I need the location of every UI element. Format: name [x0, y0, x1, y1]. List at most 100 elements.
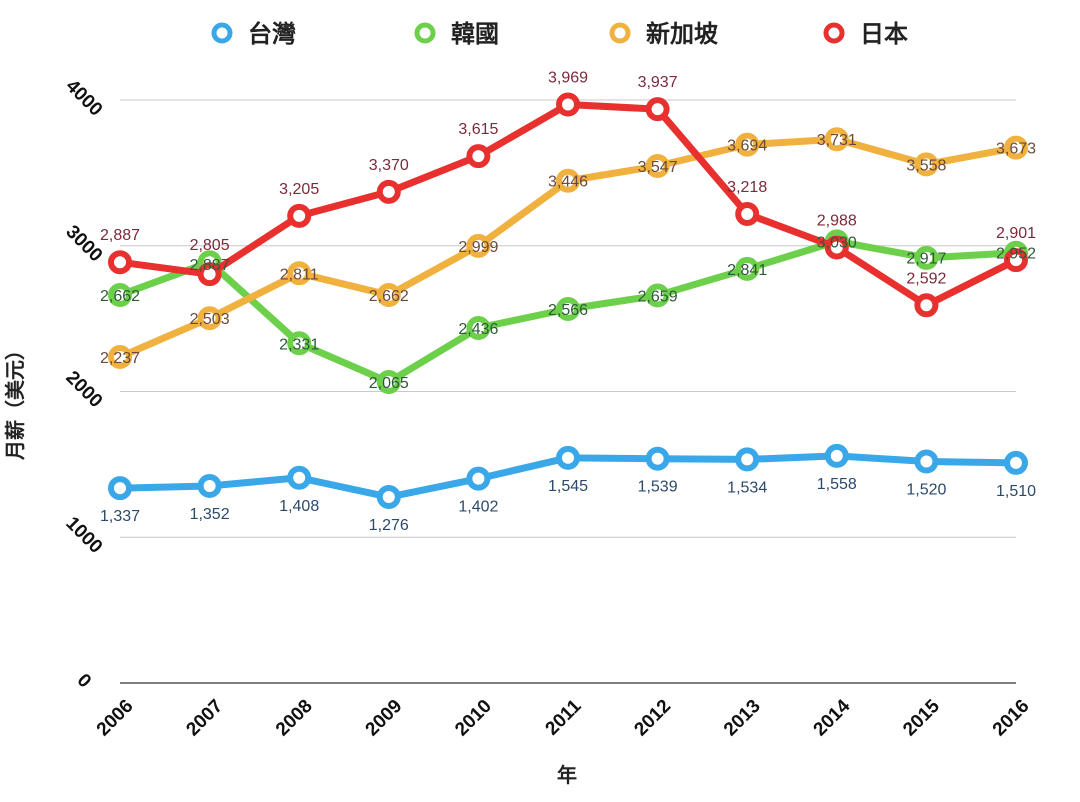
data-label: 3,615 [458, 121, 498, 138]
data-point [376, 179, 401, 204]
data-point [556, 92, 580, 117]
data-label: 1,276 [369, 517, 409, 534]
data-point [914, 245, 939, 270]
x-axis-ticks: 2006 2007 2008 2009 2010 2011 2012 2013 2014 2015… [93, 695, 1034, 740]
data-point [287, 331, 312, 356]
data-label: 2,999 [458, 239, 498, 256]
data-label: 3,218 [727, 179, 767, 196]
data-label: 1,545 [548, 478, 588, 495]
legend-label: 台灣 [248, 20, 296, 48]
x-tick-label: 2009 [362, 696, 407, 741]
series-line-3 [119, 101, 1018, 309]
data-point [1004, 450, 1028, 475]
x-tick-label: 2011 [542, 695, 586, 739]
data-label: 2,065 [369, 375, 409, 392]
data-label: 1,539 [638, 479, 678, 496]
data-point [645, 154, 670, 179]
data-point [824, 443, 849, 468]
data-label: 3,370 [369, 157, 409, 174]
x-tick-label: 2008 [272, 696, 317, 741]
legend-label: 日本 [860, 21, 908, 48]
data-point [376, 283, 401, 308]
data-label: 2,592 [906, 271, 946, 288]
data-point [1004, 248, 1028, 273]
x-tick-label: 2007 [182, 696, 227, 741]
y-axis-title: 月薪（美元） [3, 340, 27, 461]
x-axis-title: 年 [557, 763, 577, 787]
data-point [108, 283, 132, 308]
data-label: 3,731 [817, 132, 857, 149]
data-label: 2,887 [100, 227, 140, 244]
legend-label: 韓國 [451, 21, 499, 48]
data-label: 2,662 [369, 288, 409, 305]
data-label: 1,408 [279, 498, 319, 515]
data-label: 2,331 [279, 336, 319, 353]
legend-marker [609, 22, 631, 44]
data-label: 2,988 [817, 212, 857, 229]
x-tick-label: 2012 [630, 696, 675, 741]
data-point [376, 485, 401, 510]
data-label: 1,402 [458, 499, 498, 516]
data-label: 2,659 [638, 288, 678, 305]
data-label: 2,436 [458, 321, 498, 338]
data-point [108, 344, 132, 369]
legend-marker [414, 22, 436, 44]
data-label: 3,937 [638, 74, 678, 91]
data-point [735, 132, 760, 157]
data-label: 1,352 [190, 506, 230, 523]
x-tick-label: 2010 [451, 696, 496, 741]
data-label: 2,901 [996, 225, 1036, 242]
data-point [108, 476, 132, 501]
y-tick-label: 2000 [62, 367, 107, 412]
data-label: 1,520 [906, 481, 946, 498]
data-point [556, 445, 580, 470]
legend: 台灣 韓國 新加坡 日本 [211, 20, 908, 48]
data-point [466, 144, 491, 169]
data-label: 3,673 [996, 141, 1036, 158]
legend-marker [823, 22, 845, 44]
data-point [466, 233, 491, 258]
legend-label: 新加坡 [646, 20, 718, 48]
data-point [376, 370, 401, 395]
data-label: 3,547 [638, 159, 678, 176]
y-tick-label: 0 [73, 670, 95, 692]
data-point [197, 473, 222, 498]
x-tick-label: 2015 [899, 695, 944, 740]
data-point [197, 262, 222, 287]
data-point [735, 201, 760, 226]
data-label: 3,205 [279, 181, 319, 198]
data-point [914, 152, 939, 177]
data-point [914, 449, 939, 474]
data-point [197, 306, 222, 331]
data-point [735, 447, 760, 472]
data-label: 3,969 [548, 70, 588, 87]
data-point [466, 466, 491, 491]
data-point [645, 97, 670, 122]
data-label: 2,566 [548, 302, 588, 319]
x-tick-label: 2006 [93, 696, 138, 741]
data-label: 2,952 [996, 246, 1036, 263]
data-point [108, 250, 132, 275]
series-group [108, 92, 1028, 510]
data-point [824, 127, 849, 152]
data-label: 3,694 [727, 138, 767, 155]
data-label: 2,887 [190, 257, 230, 274]
data-label: 3,030 [817, 234, 857, 251]
x-tick-label: 2013 [720, 696, 765, 741]
data-point [735, 256, 760, 281]
data-point [287, 465, 312, 490]
data-point [287, 203, 312, 228]
x-tick-label: 2014 [810, 695, 855, 740]
data-label: 1,558 [817, 476, 857, 493]
data-label: 2,503 [190, 311, 230, 328]
data-label: 3,558 [906, 157, 946, 174]
data-point [556, 297, 580, 322]
data-label: 2,841 [727, 262, 767, 279]
data-label: 2,917 [906, 251, 946, 268]
data-point [1004, 135, 1028, 160]
data-label: 2,805 [190, 237, 230, 254]
data-label: 2,811 [280, 266, 319, 283]
data-label: 2,662 [100, 288, 140, 305]
